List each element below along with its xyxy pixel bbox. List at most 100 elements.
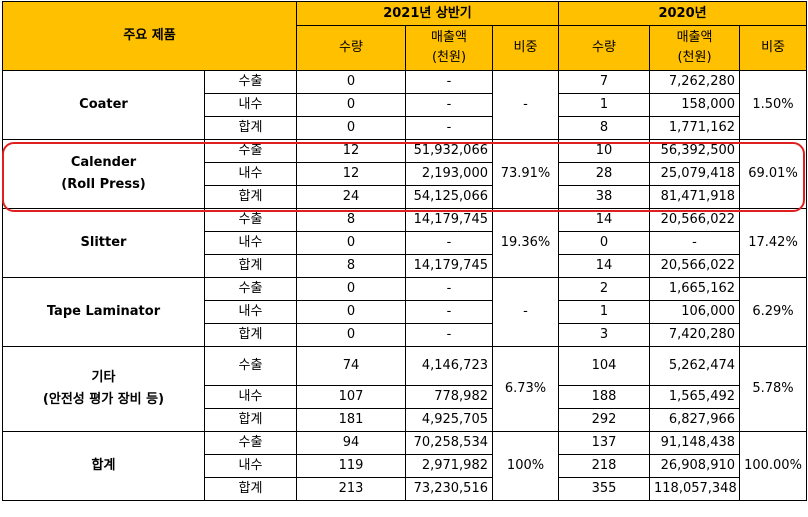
product-name-line1: Coater <box>79 97 128 112</box>
product-name-line1: Slitter <box>80 235 127 250</box>
sales-2021: 4,925,705 <box>405 408 493 432</box>
share-2020: 6.29% <box>739 277 808 347</box>
product-name: Slitter <box>2 208 205 278</box>
qty-2020: 1 <box>558 93 651 117</box>
sales-type: 수출 <box>204 431 297 455</box>
sales-2021: 51,932,066 <box>405 139 493 163</box>
qty-2021: 0 <box>296 231 406 255</box>
share-2021: 19.36% <box>491 208 560 278</box>
header-period-2021: 2021년 상반기 <box>295 1 560 26</box>
sales-type: 내수 <box>204 162 297 186</box>
sales-2021: 14,179,745 <box>405 208 493 232</box>
sales-2020: 56,392,500 <box>649 139 741 163</box>
sales-2021: - <box>405 116 493 140</box>
qty-2020: 8 <box>558 116 651 140</box>
sales-type: 수출 <box>204 139 297 163</box>
sales-type: 내수 <box>204 300 297 324</box>
qty-2020: 1 <box>558 300 651 324</box>
share-2020: 17.42% <box>739 208 808 278</box>
sales-2021: - <box>405 70 493 94</box>
sales-2020: 25,079,418 <box>649 162 741 186</box>
header-sales-line1: 매출액 <box>431 30 467 45</box>
sales-type: 내수 <box>204 385 297 409</box>
qty-2021: 213 <box>296 477 406 501</box>
sales-2020: 1,565,492 <box>649 385 741 409</box>
qty-2021: 8 <box>296 254 406 278</box>
qty-2021: 74 <box>296 346 406 386</box>
qty-2020: 104 <box>558 346 651 386</box>
table-row: 내수 0- 1 158,000 <box>3 93 807 117</box>
sales-type: 내수 <box>204 454 297 478</box>
table-row: Calender (Roll Press) 수출 12 51,932,066 73.91%… <box>2 139 808 209</box>
header-sales-line2: (천원) <box>431 50 467 65</box>
sales-type: 수출 <box>204 346 297 386</box>
qty-2021: 0 <box>296 70 406 94</box>
qty-2020: 10 <box>558 139 651 163</box>
sales-2021: 73,230,516 <box>405 477 493 501</box>
qty-2020: 0 <box>558 231 651 255</box>
sales-2020: 5,262,474 <box>649 346 741 386</box>
qty-2021: 181 <box>296 408 406 432</box>
share-2020: 69.01% <box>739 139 808 209</box>
header-qty-2020: 수량 <box>558 25 651 71</box>
table-row: Tape Laminator 수출 0- -2 1,665,162 6.29% <box>2 277 808 347</box>
sales-2020: 118,057,348 <box>649 477 741 501</box>
header-share-2021: 비중 <box>491 25 560 71</box>
qty-2020: 14 <box>558 208 651 232</box>
product-name-line1: Tape Laminator <box>46 304 161 319</box>
sales-2021: 2,971,982 <box>405 454 493 478</box>
header-sales-line2: (천원) <box>677 50 712 65</box>
sales-table: 주요 제품 2021년 상반기 2020년 수량 매출액 (천원) 비중 수량 … <box>2 1 808 501</box>
table-row: 내수 0- 1 106,000 <box>3 300 807 324</box>
qty-2020: 355 <box>558 477 651 501</box>
qty-2021: 94 <box>296 431 406 455</box>
header-qty-2021: 수량 <box>296 25 406 71</box>
qty-2020: 218 <box>558 454 651 478</box>
table-row: Coater 수출 0- -7 7,262,280 1.50% <box>2 70 808 140</box>
sales-2021: 778,982 <box>405 385 493 409</box>
sales-2021: 4,146,723 <box>405 346 493 386</box>
product-name-line2: (Roll Press) <box>61 177 146 192</box>
qty-2020: 2 <box>558 277 651 301</box>
sales-2020: 20,566,022 <box>649 254 741 278</box>
table-body: Coater 수출 0- -7 7,262,280 1.50% 내수 0-1 158,000 합계… <box>2 70 808 501</box>
sales-type: 내수 <box>204 231 297 255</box>
sales-2020: 1,665,162 <box>649 277 741 301</box>
sales-type: 합계 <box>204 477 297 501</box>
qty-2021: 12 <box>296 162 406 186</box>
qty-2021: 12 <box>296 139 406 163</box>
qty-2021: 8 <box>296 208 406 232</box>
sales-type: 합계 <box>204 408 297 432</box>
qty-2020: 14 <box>558 254 651 278</box>
share-2021: 6.73% <box>491 346 560 432</box>
sales-2021: 2,193,000 <box>405 162 493 186</box>
sales-2020: 7,420,280 <box>649 323 741 347</box>
qty-2020: 28 <box>558 162 651 186</box>
share-2021: 100% <box>491 431 560 501</box>
qty-2020: 292 <box>558 408 651 432</box>
qty-2021: 0 <box>296 323 406 347</box>
sales-type: 수출 <box>204 208 297 232</box>
qty-2021: 0 <box>296 277 406 301</box>
product-name: Tape Laminator <box>2 277 205 347</box>
header-sales-2021: 매출액 (천원) <box>405 25 493 71</box>
share-2020: 5.78% <box>739 346 808 432</box>
share-2021: 73.91% <box>491 139 560 209</box>
sales-2020: 20,566,022 <box>649 208 741 232</box>
share-2021: - <box>491 70 560 140</box>
share-2020: 1.50% <box>739 70 808 140</box>
product-name-line1: 기타 <box>91 370 116 385</box>
table-row: Slitter 수출 8 14,179,745 19.36% 14 20,566,022 17… <box>2 208 808 278</box>
header-product: 주요 제품 <box>2 1 297 71</box>
sales-type: 합계 <box>204 116 297 140</box>
table-row: 합계 181 4,925,705 292 6,827,966 <box>3 408 807 432</box>
sales-2021: 54,125,066 <box>405 185 493 209</box>
share-2020: 100.00% <box>739 431 808 501</box>
table-row: 합계 수출 94 70,258,534 100% 137 91,148,438 100.00% <box>2 431 808 501</box>
sales-2020: 1,771,162 <box>649 116 741 140</box>
sales-2020: 106,000 <box>649 300 741 324</box>
sales-type: 수출 <box>204 277 297 301</box>
qty-2021: 24 <box>296 185 406 209</box>
qty-2020: 7 <box>558 70 651 94</box>
sales-2020: 91,148,438 <box>649 431 741 455</box>
